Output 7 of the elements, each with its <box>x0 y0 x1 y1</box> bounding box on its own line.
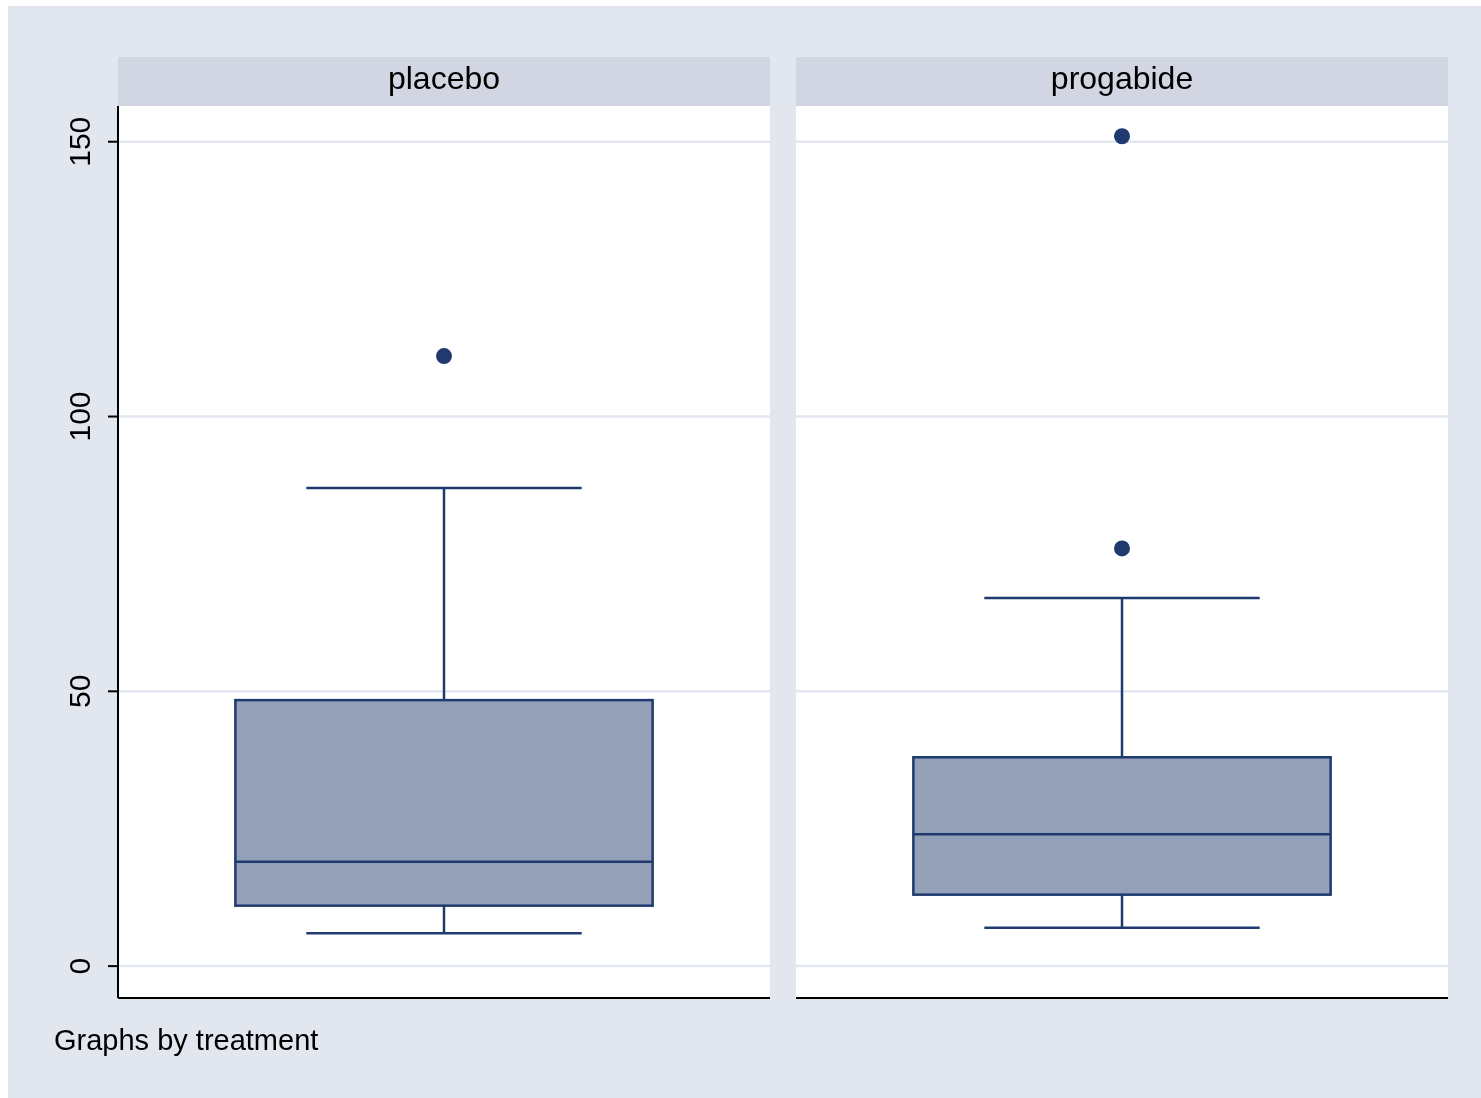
text: Graphs by treatment <box>54 1024 319 1056</box>
y-tick-label: 150 <box>63 116 96 167</box>
y-tick-label: 50 <box>63 674 96 709</box>
x-tick-label: placebo <box>387 60 501 96</box>
y-tick-label: 0 <box>63 957 96 975</box>
x-tick-label: progabide <box>1050 60 1194 96</box>
y-tick-label: 100 <box>63 391 96 442</box>
